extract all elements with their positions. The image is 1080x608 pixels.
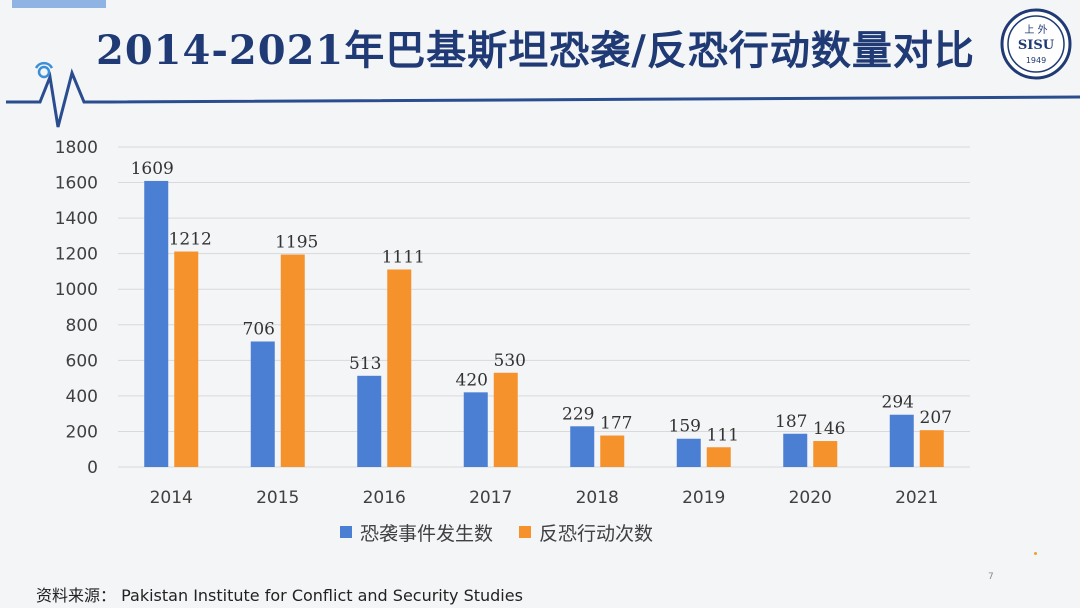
- bar-series-1: [889, 414, 914, 467]
- bar-series-1: [676, 438, 701, 467]
- y-tick-label: 800: [66, 316, 98, 336]
- source-text: Pakistan Institute for Conflict and Secu…: [121, 586, 523, 605]
- legend-swatch-series-1: [340, 526, 352, 538]
- bar-series-2: [387, 269, 412, 467]
- logo-year: 1949: [1026, 56, 1046, 65]
- bar-series-1: [463, 392, 488, 467]
- x-tick-label: 2015: [256, 488, 299, 508]
- x-tick-label: 2020: [789, 488, 832, 508]
- signal-icon: [34, 61, 54, 79]
- logo-middle-text: SISU: [1018, 38, 1055, 53]
- y-tick-label: 0: [87, 458, 98, 478]
- data-label-series-1: 159: [669, 417, 701, 437]
- bar-series-2: [493, 372, 518, 467]
- data-label-series-1: 706: [243, 319, 275, 339]
- logo-top-text: 上 外: [1024, 24, 1047, 36]
- bar-series-1: [570, 426, 595, 467]
- heartbeat-divider: [6, 61, 1080, 128]
- decorative-dot: [1034, 552, 1037, 555]
- legend-label-series-2: 反恐行动次数: [539, 522, 654, 545]
- data-label-series-1: 187: [775, 412, 807, 432]
- bar-series-2: [280, 254, 305, 467]
- data-label-series-2: 1111: [382, 247, 425, 267]
- data-label-series-1: 294: [882, 393, 914, 413]
- slide-title: 2014-2021年巴基斯坦恐袭/反恐行动数量对比: [96, 27, 975, 74]
- data-label-series-2: 146: [813, 419, 845, 439]
- bar-series-1: [783, 433, 808, 467]
- legend-item-series-2: 反恐行动次数: [519, 519, 653, 546]
- y-tick-label: 1400: [55, 209, 98, 229]
- y-tick-label: 600: [66, 351, 98, 371]
- source-note: 资料来源： Pakistan Institute for Conflict an…: [36, 582, 523, 606]
- chart-legend: 恐袭事件发生数 反恐行动次数: [340, 518, 653, 546]
- data-label-series-1: 1609: [131, 159, 174, 179]
- y-tick-label: 1200: [55, 245, 98, 265]
- x-tick-label: 2021: [895, 488, 938, 508]
- y-axis-ticks: 0 200 400 600 800 1000 1200 1400 1600 1800: [55, 138, 98, 478]
- x-axis-ticks: 2014 2015 2016 2017 2018 2019 2020 2021: [150, 488, 939, 508]
- x-tick-label: 2017: [469, 488, 512, 508]
- source-label: 资料来源：: [36, 586, 117, 605]
- y-tick-label: 1800: [55, 138, 98, 158]
- data-label-series-2: 1212: [169, 230, 212, 250]
- bar-series-1: [250, 341, 275, 467]
- bar-series-1: [144, 180, 169, 467]
- x-tick-label: 2019: [682, 488, 725, 508]
- data-label-series-1: 420: [456, 370, 488, 390]
- bar-series-2: [174, 251, 199, 467]
- y-tick-label: 400: [66, 387, 98, 407]
- bar-chart: 0 200 400 600 800 1000 1200 1400 1600 1800 1609 12…: [55, 138, 970, 508]
- x-tick-label: 2016: [363, 488, 406, 508]
- legend-item-series-1: 恐袭事件发生数: [340, 519, 493, 546]
- data-labels: 1609 1212 706 1195 513 1111 420 530 229 177 159 111…: [131, 159, 952, 445]
- bar-series-2: [813, 441, 838, 467]
- bar-series-2: [919, 430, 944, 467]
- y-tick-label: 1000: [55, 280, 98, 300]
- data-label-series-2: 1195: [275, 233, 318, 253]
- bar-series-1: [357, 375, 382, 467]
- bars: [144, 180, 944, 467]
- data-label-series-1: 513: [349, 354, 381, 374]
- data-label-series-2: 177: [600, 414, 632, 434]
- data-label-series-2: 111: [707, 425, 739, 445]
- university-seal-logo: 上 外 SISU 1949: [1000, 8, 1072, 80]
- corner-tab: [12, 0, 106, 8]
- y-tick-label: 200: [66, 422, 98, 442]
- x-tick-label: 2018: [576, 488, 619, 508]
- x-tick-label: 2014: [150, 488, 193, 508]
- legend-label-series-1: 恐袭事件发生数: [360, 522, 494, 545]
- page-number: 7: [988, 572, 994, 582]
- data-label-series-2: 530: [494, 351, 526, 371]
- bar-series-2: [600, 435, 625, 467]
- legend-swatch-series-2: [519, 526, 532, 538]
- data-label-series-2: 207: [920, 408, 952, 428]
- bar-series-2: [706, 447, 731, 467]
- y-tick-label: 1600: [55, 174, 98, 194]
- data-label-series-1: 229: [562, 404, 594, 424]
